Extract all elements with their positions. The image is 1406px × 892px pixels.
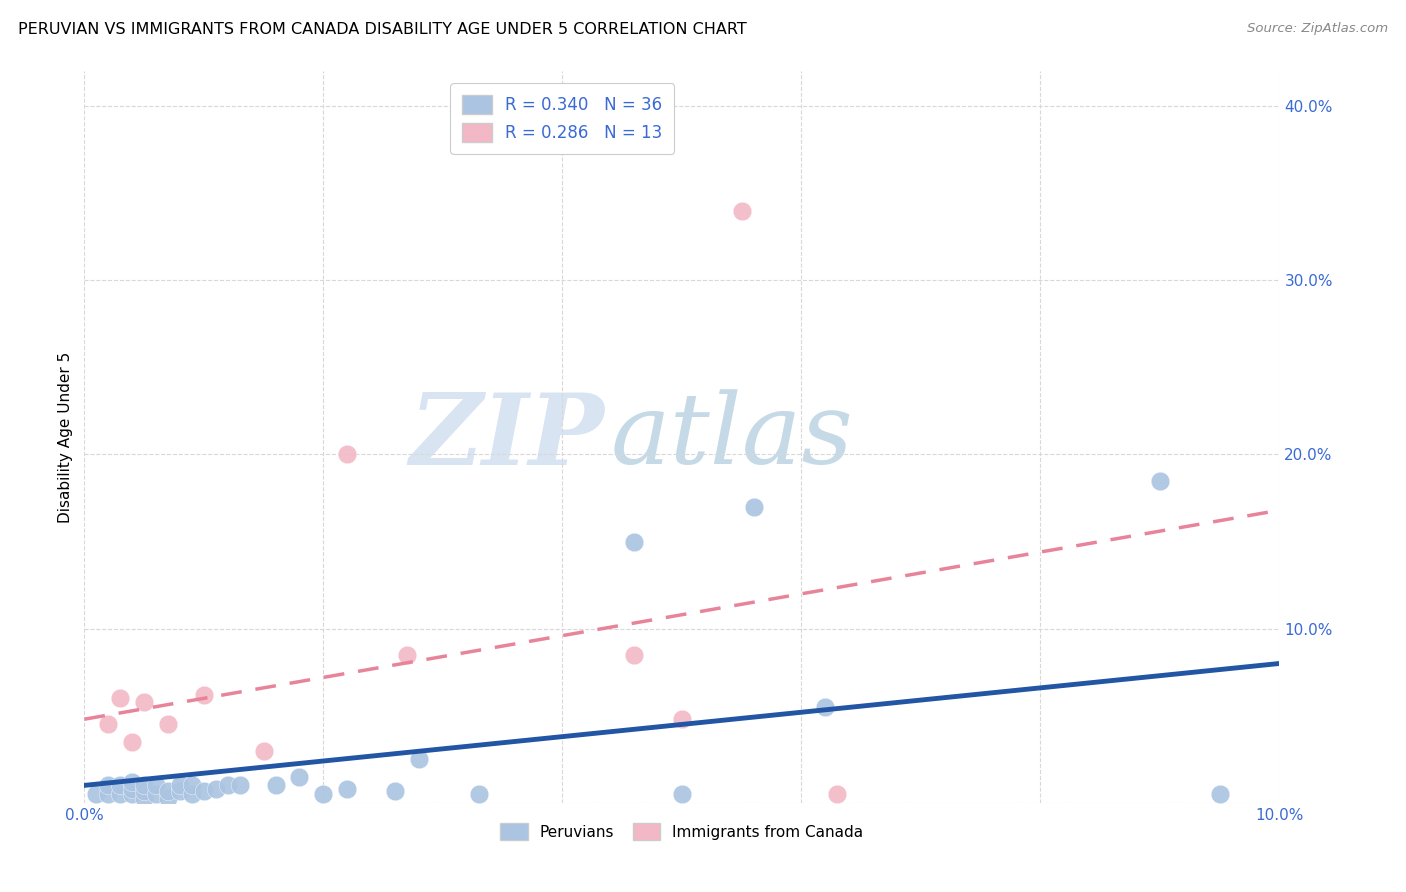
Point bbox=[814, 700, 837, 714]
Point bbox=[157, 717, 180, 731]
Point bbox=[110, 691, 132, 706]
Point bbox=[1209, 787, 1232, 801]
Point bbox=[312, 787, 335, 801]
Point bbox=[97, 717, 120, 731]
Point bbox=[731, 203, 754, 218]
Point bbox=[742, 500, 765, 514]
Point bbox=[157, 790, 180, 805]
Point bbox=[396, 648, 419, 662]
Point bbox=[264, 778, 287, 792]
Point bbox=[132, 790, 156, 805]
Point bbox=[132, 783, 156, 797]
Point bbox=[121, 781, 143, 796]
Point bbox=[121, 787, 143, 801]
Point bbox=[181, 787, 204, 801]
Point bbox=[623, 534, 645, 549]
Point bbox=[121, 775, 143, 789]
Point bbox=[157, 783, 180, 797]
Point bbox=[336, 448, 359, 462]
Legend: Peruvians, Immigrants from Canada: Peruvians, Immigrants from Canada bbox=[494, 816, 870, 847]
Point bbox=[827, 787, 849, 801]
Y-axis label: Disability Age Under 5: Disability Age Under 5 bbox=[58, 351, 73, 523]
Point bbox=[132, 695, 156, 709]
Point bbox=[1149, 474, 1171, 488]
Point bbox=[205, 781, 228, 796]
Point bbox=[336, 781, 359, 796]
Point bbox=[145, 778, 167, 792]
Point bbox=[181, 778, 204, 792]
Text: ZIP: ZIP bbox=[409, 389, 605, 485]
Point bbox=[671, 787, 693, 801]
Point bbox=[671, 712, 693, 726]
Point bbox=[408, 752, 430, 766]
Text: PERUVIAN VS IMMIGRANTS FROM CANADA DISABILITY AGE UNDER 5 CORRELATION CHART: PERUVIAN VS IMMIGRANTS FROM CANADA DISAB… bbox=[18, 22, 747, 37]
Text: atlas: atlas bbox=[610, 390, 853, 484]
Point bbox=[288, 770, 311, 784]
Point bbox=[121, 735, 143, 749]
Point bbox=[217, 778, 239, 792]
Point bbox=[623, 648, 645, 662]
Point bbox=[145, 787, 167, 801]
Point bbox=[193, 688, 215, 702]
Point bbox=[110, 778, 132, 792]
Text: Source: ZipAtlas.com: Source: ZipAtlas.com bbox=[1247, 22, 1388, 36]
Point bbox=[468, 787, 491, 801]
Point bbox=[86, 787, 108, 801]
Point bbox=[228, 778, 252, 792]
Point bbox=[253, 743, 276, 757]
Point bbox=[110, 787, 132, 801]
Point bbox=[169, 778, 191, 792]
Point bbox=[97, 787, 120, 801]
Point bbox=[97, 778, 120, 792]
Point bbox=[169, 783, 191, 797]
Point bbox=[132, 778, 156, 792]
Point bbox=[384, 783, 406, 797]
Point bbox=[193, 783, 215, 797]
